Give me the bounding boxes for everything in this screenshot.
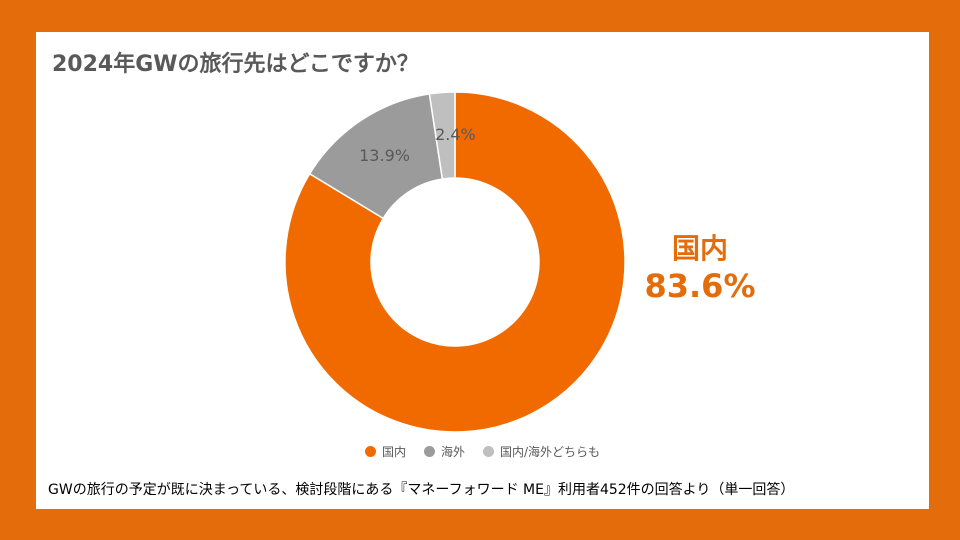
legend-swatch-overseas bbox=[423, 445, 435, 457]
legend-label-overseas: 海外 bbox=[440, 444, 465, 459]
legend: 国内 海外 国内/海外どちらも bbox=[36, 443, 929, 459]
callout-category: 国内 bbox=[671, 232, 728, 265]
chart-card: 2024年GWの旅行先はどこですか？ 13.9% 2.4% 国内 83.6% 国内… bbox=[36, 32, 929, 509]
legend-item-domestic: 国内 bbox=[364, 443, 406, 459]
legend-item-both: 国内/海外どちらも bbox=[482, 443, 601, 459]
footnote: GWの旅行の予定が既に決まっている、検討段階にある『マネーフォワード ME』利用… bbox=[48, 482, 795, 498]
slice-label-both: 2.4% bbox=[435, 125, 476, 144]
callout-value: 83.6% bbox=[644, 267, 756, 305]
legend-label-domestic: 国内 bbox=[381, 444, 406, 459]
legend-swatch-domestic bbox=[364, 445, 376, 457]
callout-domestic: 国内 83.6% bbox=[630, 232, 770, 306]
legend-item-overseas: 海外 bbox=[423, 443, 465, 459]
donut-chart: 13.9% 2.4% bbox=[284, 91, 626, 433]
legend-swatch-both bbox=[482, 445, 494, 457]
slice-label-overseas: 13.9% bbox=[359, 146, 410, 165]
legend-label-both: 国内/海外どちらも bbox=[499, 444, 601, 459]
chart-title: 2024年GWの旅行先はどこですか？ bbox=[52, 52, 419, 77]
slice-domestic bbox=[284, 91, 626, 433]
slice-both bbox=[428, 91, 456, 180]
